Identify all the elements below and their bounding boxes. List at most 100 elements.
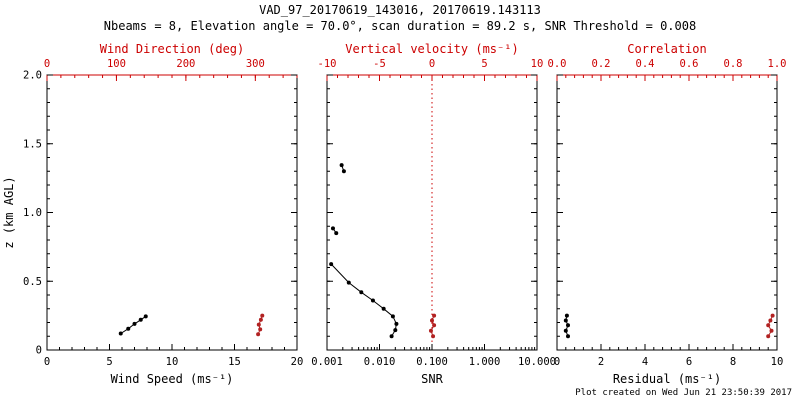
series-residual bbox=[563, 313, 570, 339]
data-point bbox=[256, 332, 261, 337]
data-point bbox=[766, 334, 771, 339]
series-wind-speed bbox=[118, 314, 148, 336]
y-axis-title: z (km AGL) bbox=[2, 176, 16, 248]
y-axis bbox=[557, 74, 777, 351]
tick-label: 8 bbox=[730, 356, 736, 368]
tick-label: 10 bbox=[166, 356, 179, 368]
tick-label: 300 bbox=[246, 58, 265, 70]
data-point bbox=[118, 331, 123, 336]
data-point bbox=[566, 334, 570, 339]
data-point bbox=[566, 323, 570, 328]
bottom-axis: 0 5 10 15 20 bbox=[44, 344, 303, 368]
bottom-axis-title: Wind Speed (ms⁻¹) bbox=[111, 372, 234, 386]
series-correlation bbox=[766, 313, 775, 339]
tick-label: 5 bbox=[481, 58, 487, 70]
bottom-axis: 0.001 0.010 0.100 1.000 10.000 bbox=[311, 344, 556, 368]
plot-timestamp: Plot created on Wed Jun 21 23:50:39 2017 bbox=[575, 388, 792, 398]
residual-panel: 0 2 4 6 8 10 Residual (ms⁻¹) 0.0 0.2 0.4 0.6 0.8 1.0… bbox=[548, 42, 787, 386]
series-snr-upper bbox=[339, 163, 346, 174]
data-point bbox=[768, 318, 773, 323]
series-snr-profile bbox=[329, 262, 399, 339]
tick-label: 1.5 bbox=[23, 138, 42, 150]
tick-label: 0.4 bbox=[636, 58, 655, 70]
tick-label: 0 bbox=[554, 356, 560, 368]
tick-label: 15 bbox=[228, 356, 241, 368]
tick-label: 0.010 bbox=[364, 356, 396, 368]
data-point bbox=[258, 317, 263, 322]
y-axis bbox=[327, 74, 537, 351]
data-point bbox=[432, 323, 437, 328]
tick-label: -5 bbox=[373, 58, 386, 70]
plot-subtitle: Nbeams = 8, Elevation angle = 70.0°, sca… bbox=[103, 19, 697, 33]
tick-label: 100 bbox=[107, 58, 126, 70]
tick-label: 10.000 bbox=[518, 356, 556, 368]
tick-label: 6 bbox=[686, 356, 692, 368]
tick-label: 20 bbox=[291, 356, 304, 368]
data-point bbox=[390, 314, 395, 319]
wind-panel: 0 5 10 15 20 Wind Speed (ms⁻¹) 0 100 200 300Wind … bbox=[2, 42, 303, 386]
data-point bbox=[132, 321, 137, 326]
tick-label: 4 bbox=[642, 356, 648, 368]
data-point bbox=[143, 314, 148, 319]
data-point bbox=[258, 327, 263, 332]
top-axis-title: Vertical velocity (ms⁻¹) bbox=[345, 42, 518, 56]
tick-label: 0.2 bbox=[592, 58, 611, 70]
top-axis-title: Correlation bbox=[627, 42, 706, 56]
tick-label: -10 bbox=[318, 58, 337, 70]
top-axis: -10 -5 0 5 10 bbox=[318, 58, 544, 81]
tick-label: 0.100 bbox=[416, 356, 448, 368]
top-axis-title: Wind Direction (deg) bbox=[100, 42, 245, 56]
bottom-axis: 0 2 4 6 8 10 bbox=[554, 344, 783, 368]
tick-label: 1.0 bbox=[768, 58, 787, 70]
data-point bbox=[341, 169, 346, 174]
tick-label: 0 bbox=[44, 356, 50, 368]
data-point bbox=[346, 280, 351, 285]
tick-label: 5 bbox=[106, 356, 112, 368]
tick-label: 1.000 bbox=[469, 356, 501, 368]
tick-label: 0.5 bbox=[23, 276, 42, 288]
data-point bbox=[329, 262, 334, 267]
tick-label: 0 bbox=[429, 58, 435, 70]
data-point bbox=[394, 321, 399, 326]
data-point bbox=[564, 313, 569, 318]
data-point bbox=[428, 328, 433, 333]
tick-label: 2.0 bbox=[23, 70, 42, 82]
data-point bbox=[430, 318, 434, 323]
series-snr-mid bbox=[330, 226, 339, 236]
data-point bbox=[381, 306, 386, 311]
data-point bbox=[431, 334, 436, 339]
data-point bbox=[563, 318, 568, 323]
data-point bbox=[563, 328, 568, 333]
tick-label: 0.001 bbox=[311, 356, 343, 368]
snr-panel: 0.001 0.010 0.100 1.000 10.000 SNR -10 -5 0 5 10 Ve… bbox=[311, 42, 556, 386]
data-point bbox=[370, 298, 375, 303]
tick-label: 1.0 bbox=[23, 207, 42, 219]
data-point bbox=[339, 163, 344, 168]
tick-label: 0.6 bbox=[680, 58, 699, 70]
data-point bbox=[256, 322, 261, 327]
data-point bbox=[393, 328, 398, 333]
series-wind-direction bbox=[256, 313, 265, 337]
tick-label: 10 bbox=[531, 58, 544, 70]
data-point bbox=[769, 328, 774, 333]
series-vertical-velocity bbox=[428, 313, 437, 339]
bottom-axis-title: Residual (ms⁻¹) bbox=[613, 372, 721, 386]
tick-label: 0.0 bbox=[548, 58, 567, 70]
tick-label: 200 bbox=[176, 58, 195, 70]
tick-label: 10 bbox=[771, 356, 784, 368]
y-axis: 0 0.5 1.0 1.5 2.0 bbox=[23, 70, 297, 357]
data-point bbox=[330, 226, 335, 231]
plot-title: VAD_97_20170619_143016, 20170619.143113 bbox=[259, 3, 541, 17]
top-axis: 0 100 200 300 bbox=[44, 58, 298, 81]
bottom-axis-title: SNR bbox=[421, 372, 443, 386]
tick-label: 2 bbox=[598, 356, 604, 368]
data-point bbox=[126, 326, 131, 331]
top-axis: 0.0 0.2 0.4 0.6 0.8 1.0 bbox=[548, 58, 787, 81]
data-point bbox=[359, 290, 364, 295]
tick-label: 0 bbox=[36, 345, 42, 357]
tick-label: 0.8 bbox=[724, 58, 743, 70]
data-point bbox=[766, 323, 771, 328]
data-point bbox=[389, 334, 394, 339]
